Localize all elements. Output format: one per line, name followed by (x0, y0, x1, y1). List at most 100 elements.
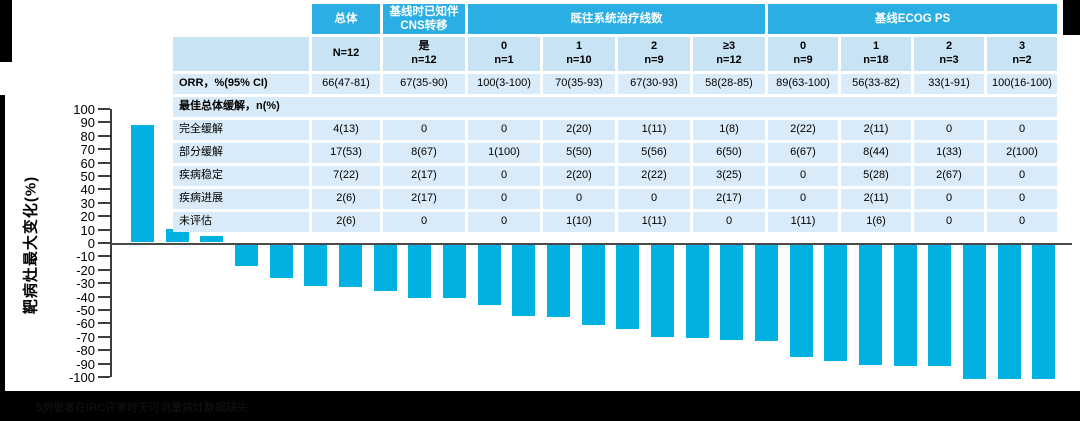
value-cell: 1(11) (618, 212, 690, 232)
y-tick-label: -20 (76, 262, 95, 278)
col-subheader: 0 n=1 (468, 37, 540, 71)
value-cell: 0 (768, 166, 838, 186)
row-label: 部分缓解 (173, 143, 309, 163)
y-tick-mark (98, 295, 110, 298)
col-group-header: 总体 (312, 4, 380, 34)
value-cell: 2(17) (383, 189, 465, 209)
value-cell: 66(47-81) (312, 74, 380, 94)
value-cell: 0 (383, 120, 465, 140)
y-tick-mark (98, 134, 110, 137)
value-cell: 0 (987, 189, 1057, 209)
value-cell: 2(22) (618, 166, 690, 186)
value-cell: 2(22) (768, 120, 838, 140)
frame-topleft-mark (0, 0, 12, 62)
patient-bar (165, 229, 189, 243)
y-tick-label: -70 (76, 329, 95, 345)
y-tick-label: 0 (87, 236, 95, 251)
value-cell: 2(17) (383, 166, 465, 186)
value-cell: 0 (768, 189, 838, 209)
value-cell: 67(30-93) (618, 74, 690, 94)
y-tick-label: 10 (80, 222, 95, 238)
value-cell: 0 (987, 212, 1057, 232)
value-cell: 6(50) (693, 143, 765, 163)
y-tick-label: 100 (73, 102, 95, 117)
col-subheader: N=12 (312, 37, 380, 71)
patient-bar (650, 244, 674, 337)
patient-bar (858, 244, 882, 366)
row-label: 未评估 (173, 212, 309, 232)
patient-bar (304, 244, 328, 287)
col-subheader: ≥3 n=12 (693, 37, 765, 71)
y-tick-mark (98, 215, 110, 218)
footnote-text: 5例患者在IRC评审时无可测量病灶数据缺失 (36, 402, 249, 414)
y-tick-mark (98, 108, 110, 110)
y-tick-label: 20 (80, 209, 95, 225)
row-label: 疾病进展 (173, 189, 309, 209)
value-cell: 2(6) (312, 189, 380, 209)
value-cell: 100(3-100) (468, 74, 540, 94)
value-cell: 0 (543, 189, 615, 209)
value-cell: 1(33) (914, 143, 984, 163)
value-cell: 1(11) (768, 212, 838, 232)
col-subheader: 是 n=12 (383, 37, 465, 71)
section-header: 最佳总体缓解，n(%) (173, 97, 1057, 117)
value-cell: 2(17) (693, 189, 765, 209)
y-tick-label: -50 (76, 303, 95, 318)
value-cell: 5(50) (543, 143, 615, 163)
value-cell: 1(10) (543, 212, 615, 232)
y-tick-label: 30 (80, 195, 95, 211)
y-tick-label: -30 (76, 276, 95, 292)
col-subheader: 2 n=3 (914, 37, 984, 71)
value-cell: 56(33-82) (841, 74, 911, 94)
patient-bar (408, 244, 432, 299)
y-tick-label: -10 (76, 249, 95, 265)
patient-bar (824, 244, 848, 362)
value-cell: 2(20) (543, 166, 615, 186)
value-cell: 1(100) (468, 143, 540, 163)
y-tick-mark (98, 121, 110, 124)
value-cell: 4(13) (312, 120, 380, 140)
patient-bar (685, 244, 709, 339)
col-subheader: 1 n=18 (841, 37, 911, 71)
y-tick-label: -40 (76, 289, 95, 305)
y-tick-label: -90 (76, 356, 95, 372)
y-tick-mark (98, 201, 110, 204)
y-tick-label: -100 (68, 370, 95, 385)
patient-bar (997, 244, 1021, 379)
patient-bar (234, 244, 258, 266)
value-cell: 0 (914, 189, 984, 209)
value-cell: 70(35-93) (543, 74, 615, 94)
patient-bar (720, 244, 744, 340)
value-cell: 8(67) (383, 143, 465, 163)
patient-bar (477, 244, 501, 305)
patient-bar (338, 244, 362, 288)
y-tick-mark (98, 175, 110, 177)
patient-bar (754, 244, 778, 341)
y-tick-mark (98, 148, 110, 151)
value-cell: 8(44) (841, 143, 911, 163)
y-tick-label: -60 (76, 316, 95, 332)
value-cell: 1(11) (618, 120, 690, 140)
y-tick-label: 50 (80, 169, 95, 184)
y-tick-mark (98, 309, 110, 311)
patient-bar (789, 244, 813, 358)
value-cell: 1(6) (841, 212, 911, 232)
table-corner-cell (173, 37, 309, 71)
table-corner-cell (173, 4, 309, 34)
y-tick-label: -80 (76, 343, 95, 359)
col-subheader: 2 n=9 (618, 37, 690, 71)
y-tick-label: 40 (80, 182, 95, 198)
value-cell: 33(1-91) (914, 74, 984, 94)
value-cell: 2(6) (312, 212, 380, 232)
patient-bar (269, 244, 293, 278)
y-tick-label: 70 (80, 142, 95, 158)
patient-bar (893, 244, 917, 367)
patient-bar (131, 124, 154, 243)
patient-bar (512, 244, 536, 316)
patient-bar (546, 244, 570, 317)
y-tick-mark (98, 362, 110, 365)
patient-bar (616, 244, 640, 329)
patient-bar (1032, 244, 1056, 379)
y-tick-label: 80 (80, 128, 95, 144)
value-cell: 5(28) (841, 166, 911, 186)
